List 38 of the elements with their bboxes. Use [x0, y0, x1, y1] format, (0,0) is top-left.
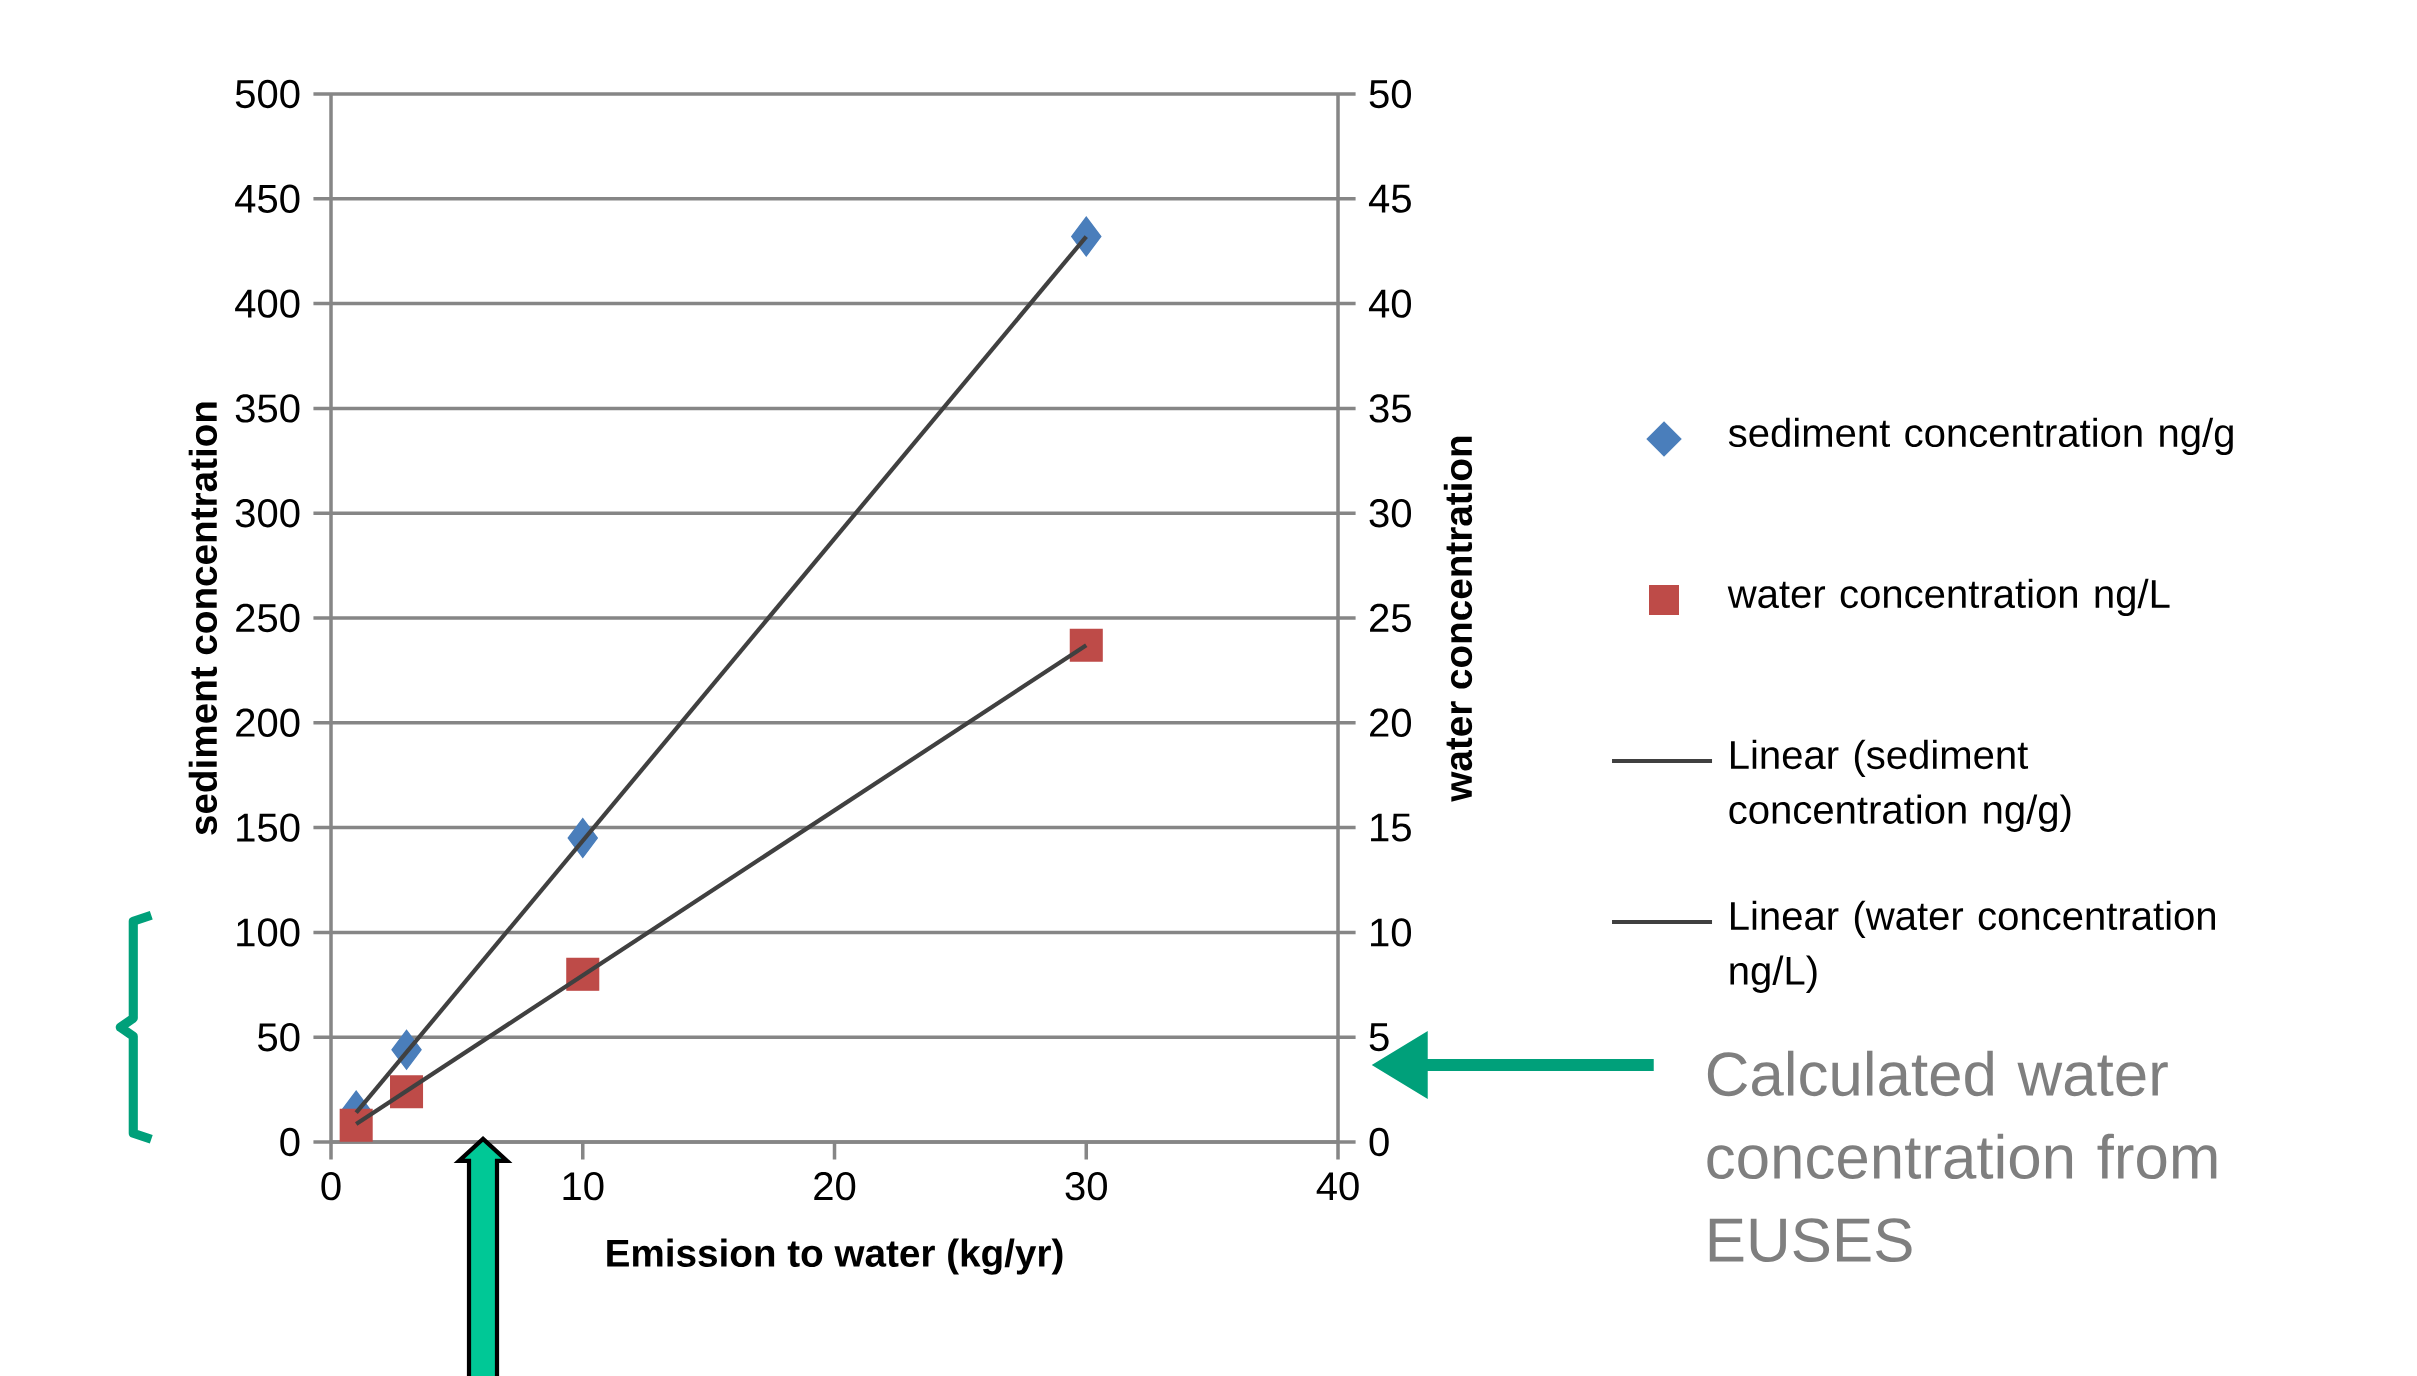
- x-tick-label: 0: [321, 1171, 341, 1201]
- y2-tick-label: 50: [1369, 79, 1412, 109]
- y2-tick-label: 0: [1369, 1127, 1389, 1157]
- y-tick-label: 150: [237, 813, 300, 842]
- x-tick-label: 10: [563, 1171, 604, 1201]
- text: Calculated water concentration from EUSES: [1707, 1050, 2217, 1263]
- y-tick-label: 500: [235, 79, 300, 109]
- y-axis-title: sediment concentration: [188, 402, 218, 835]
- y-tick-label: 50: [258, 1023, 300, 1052]
- y2-tick-label: 15: [1371, 813, 1411, 842]
- legend-label: sediment concentration ng/g: [1728, 417, 2233, 456]
- y-tick-label: 100: [237, 918, 300, 947]
- legend-label: water concentration ng/L: [1727, 578, 2170, 617]
- x-tick-label: 30: [1065, 1171, 1107, 1201]
- y2-tick-label: 40: [1368, 289, 1412, 318]
- x-tick-label: 40: [1316, 1171, 1359, 1201]
- x-tick-label: 20: [814, 1171, 856, 1201]
- y2-tick-label: 25: [1370, 603, 1411, 633]
- y-tick-label: 450: [235, 184, 300, 213]
- y-tick-label: 250: [236, 603, 300, 633]
- point: [1071, 216, 1102, 257]
- x-axis-title: Emission to water (kg/yr): [607, 1238, 1063, 1275]
- legend-label: Linear (water concentration ng/L): [1730, 900, 2215, 993]
- y2-tick-label: 30: [1369, 499, 1412, 528]
- y-tick-label: 350: [235, 394, 300, 423]
- y-tick-label: 400: [235, 289, 300, 318]
- y-tick-label: 0: [280, 1127, 300, 1157]
- legend-label: Linear (sediment concentration ng/g): [1729, 739, 2071, 832]
- y2-tick-label: 45: [1368, 184, 1411, 213]
- point: [339, 1108, 373, 1142]
- y2-tick-label: 5: [1369, 1023, 1389, 1052]
- y2-tick-label: 10: [1371, 918, 1412, 947]
- y2-axis-title: water concentration: [1443, 436, 1473, 802]
- y-tick-label: 300: [235, 499, 300, 528]
- y2-tick-label: 35: [1369, 394, 1411, 423]
- y-tick-label: 200: [236, 708, 300, 737]
- point: [1069, 628, 1103, 662]
- y2-tick-label: 20: [1370, 708, 1412, 737]
